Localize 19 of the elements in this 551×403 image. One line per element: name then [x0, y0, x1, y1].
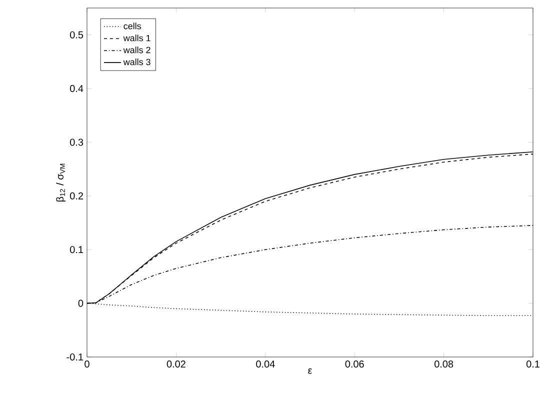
y-tick-label: -0.1: [66, 353, 84, 361]
y-tick-label: 0: [78, 300, 84, 307]
y-tick-label: 0.3: [70, 138, 84, 146]
y-tick-label: 0.5: [70, 31, 84, 38]
x-tick-label: 0.1: [526, 360, 540, 368]
y-tick-label: 0.2: [70, 192, 83, 200]
x-tick-label: 0: [84, 360, 90, 368]
x-tick-label: 0.06: [345, 360, 364, 368]
legend-label: cells: [124, 22, 141, 30]
x-tick-label: 0.08: [434, 360, 454, 368]
legend-label: walls 1: [123, 34, 150, 42]
legend-label: walls 2: [123, 46, 150, 54]
x-axis-title: ε: [308, 368, 312, 374]
y-tick-label: 0.4: [70, 85, 84, 92]
x-tick-label: 0.04: [256, 360, 275, 368]
x-tick-label: 0.02: [166, 360, 186, 368]
y-tick-label: 0.1: [70, 246, 84, 254]
legend-label: walls 3: [123, 58, 150, 66]
y-axis-title: β$_{12}$ / σ$_{VM}$: [56, 164, 66, 202]
